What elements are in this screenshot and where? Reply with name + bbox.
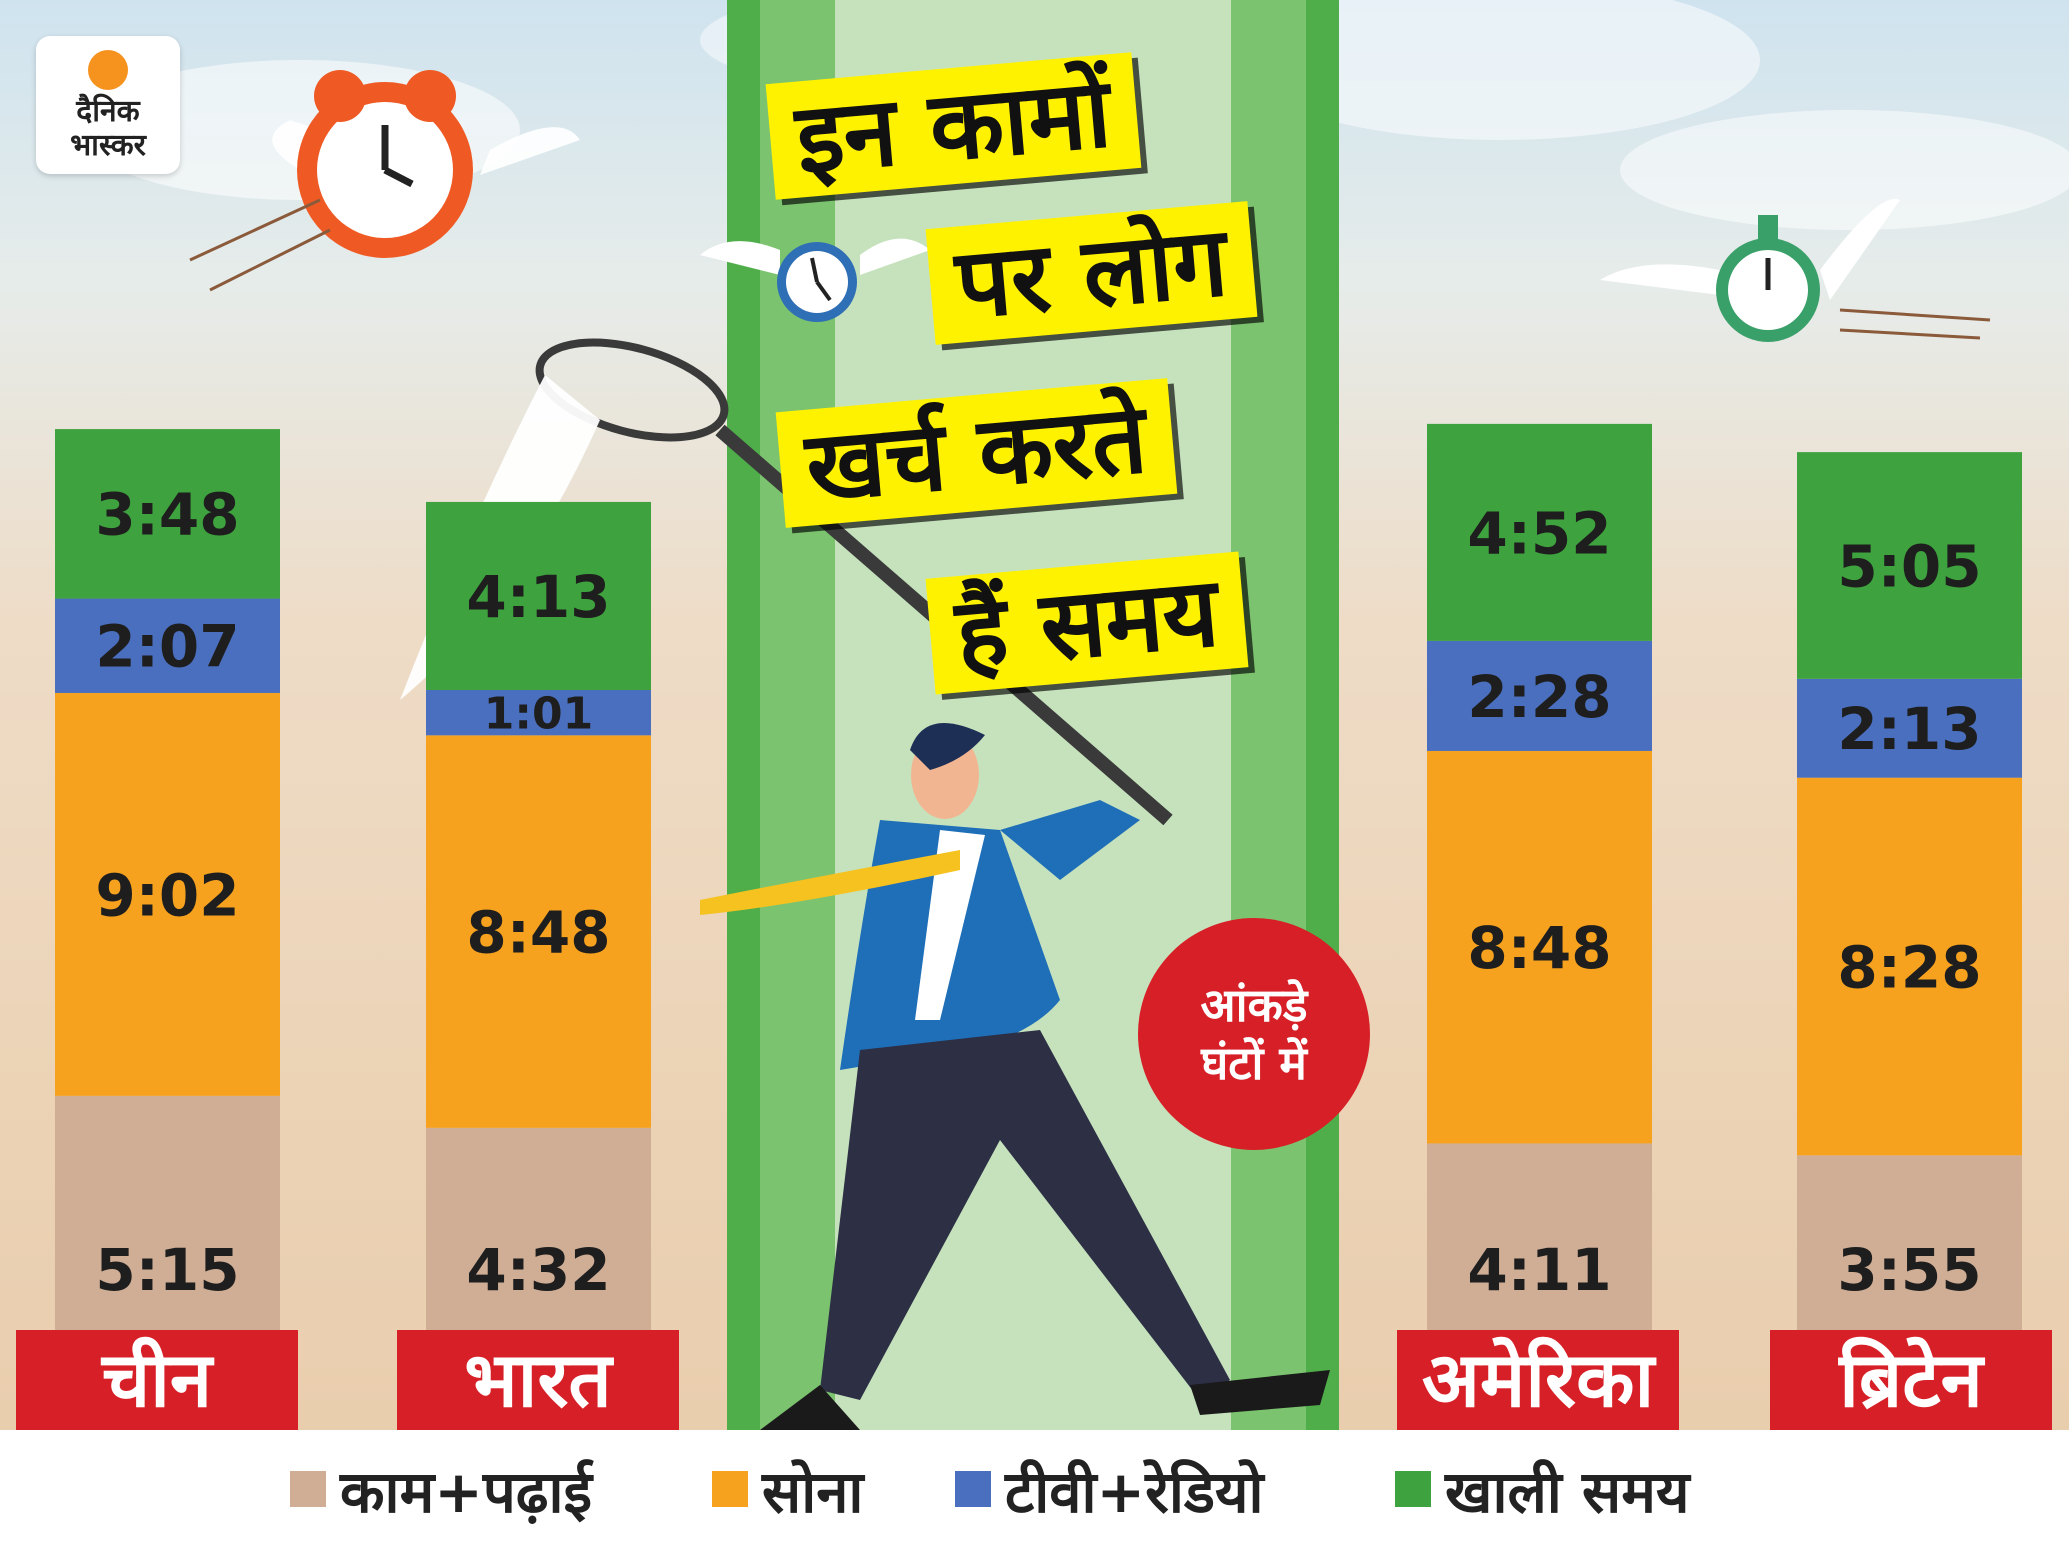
legend-item-tv-radio: टीवी+रेडियो: [955, 1454, 1264, 1526]
bar-segment-free-time: [1427, 423, 1652, 641]
bar-segment-sleep: [1427, 750, 1652, 1144]
country-label-britain: ब्रिटेन: [1770, 1330, 2052, 1430]
legend-swatch-tv-radio: [955, 1471, 991, 1507]
data-label-tv-radio: 2:13: [1837, 695, 1981, 763]
bar-segment-sleep: [1797, 777, 2022, 1156]
badge-line-2: घंटों में: [1201, 1036, 1307, 1090]
legend-swatch-work-study: [290, 1471, 326, 1507]
data-label-free-time: 5:05: [1837, 532, 1981, 600]
data-label-work-study: 4:11: [1467, 1236, 1611, 1304]
data-label-tv-radio: 2:07: [95, 613, 239, 681]
badge-line-1: आंकड़े: [1200, 978, 1308, 1032]
data-label-tv-radio: 1:01: [484, 689, 593, 740]
data-label-work-study: 4:32: [466, 1236, 610, 1304]
country-label-usa: अमेरिका: [1397, 1330, 1679, 1430]
legend-swatch-sleep: [712, 1471, 748, 1507]
bar-segment-tv-radio: [426, 689, 651, 736]
data-label-work-study: 5:15: [95, 1236, 239, 1304]
bar-segment-work-study: [55, 1095, 280, 1330]
bar-segment-tv-radio: [55, 598, 280, 693]
bar-segment-free-time: [1797, 452, 2022, 679]
bar-segment-free-time: [55, 429, 280, 599]
legend-label-tv-radio: टीवी+रेडियो: [1005, 1457, 1264, 1526]
bar-segment-work-study: [426, 1127, 651, 1330]
data-label-free-time: 3:48: [95, 481, 239, 549]
country-label-india: भारत: [397, 1330, 679, 1430]
legend-label-work-study: काम+पढ़ाई: [340, 1457, 592, 1526]
bar-segment-sleep: [426, 735, 651, 1128]
data-label-sleep: 8:48: [1467, 914, 1611, 982]
bar-segment-free-time: [426, 501, 651, 690]
cloud-shape: [1240, 0, 1760, 140]
legend-item-sleep: सोना: [712, 1454, 863, 1526]
logo-line-1: दैनिक: [76, 94, 140, 129]
data-label-free-time: 4:13: [466, 563, 610, 631]
legend-item-work-study: काम+पढ़ाई: [290, 1454, 592, 1526]
logo-line-2: भास्कर: [70, 128, 146, 163]
legend: काम+पढ़ाई सोना टीवी+रेडियो खाली समय: [0, 1430, 2069, 1553]
unit-badge: आंकड़े घंटों में: [1138, 918, 1370, 1150]
country-label-china: चीन: [16, 1330, 298, 1430]
data-label-work-study: 3:55: [1837, 1236, 1981, 1304]
bar-segment-tv-radio: [1427, 640, 1652, 751]
legend-item-free-time: खाली समय: [1395, 1454, 1690, 1526]
data-label-free-time: 4:52: [1467, 499, 1611, 567]
legend-swatch-free-time: [1395, 1471, 1431, 1507]
data-label-sleep: 9:02: [95, 861, 239, 929]
data-label-sleep: 8:48: [466, 898, 610, 966]
data-label-tv-radio: 2:28: [1467, 663, 1611, 731]
sun-icon: [88, 50, 128, 90]
legend-label-free-time: खाली समय: [1445, 1457, 1690, 1526]
data-label-sleep: 8:28: [1837, 933, 1981, 1001]
bar-segment-tv-radio: [1797, 678, 2022, 778]
cloud-shape: [1620, 110, 2069, 230]
bar-segment-work-study: [1427, 1143, 1652, 1330]
bar-segment-sleep: [55, 692, 280, 1096]
legend-label-sleep: सोना: [762, 1457, 864, 1526]
bar-segment-work-study: [1797, 1155, 2022, 1330]
dainik-bhaskar-logo: दैनिक भास्कर: [36, 36, 180, 174]
